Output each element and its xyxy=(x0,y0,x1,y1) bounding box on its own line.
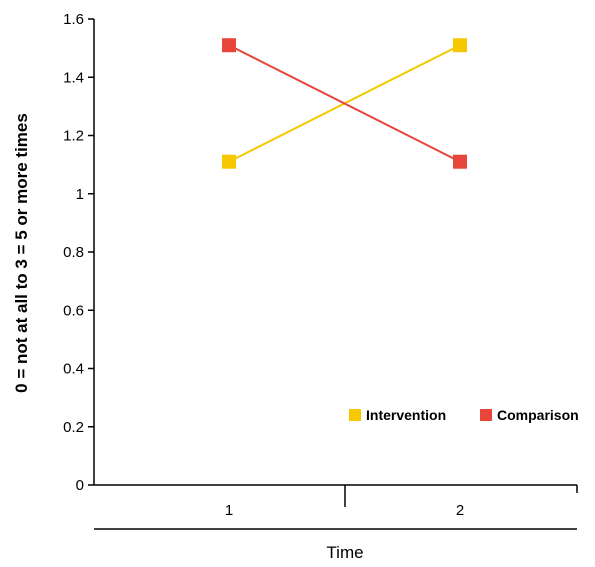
data-point-intervention-2 xyxy=(453,38,467,53)
data-point-comparison-1 xyxy=(222,38,236,53)
y-tick-label: 0.6 xyxy=(63,302,84,319)
x-axis-title: Time xyxy=(326,543,363,562)
y-tick-label: 0.2 xyxy=(63,419,84,436)
series-line-comparison xyxy=(228,44,461,163)
y-tick-label: 0 xyxy=(76,477,84,494)
y-axis-title: 0 = not at all to 3 = 5 or more times xyxy=(12,113,31,393)
legend-swatch-intervention xyxy=(349,409,361,421)
series-layer xyxy=(222,38,467,169)
y-tick-label: 1.6 xyxy=(63,11,84,28)
axes xyxy=(93,19,578,530)
legend: Intervention Comparison xyxy=(349,407,579,423)
legend-label-comparison: Comparison xyxy=(497,407,579,423)
y-tick-label: 1.4 xyxy=(63,69,84,86)
x-tick-label: 1 xyxy=(225,502,233,519)
data-point-intervention-1 xyxy=(222,154,236,169)
x-tick-label: 2 xyxy=(456,502,464,519)
y-tick-label: 0.8 xyxy=(63,244,84,261)
y-tick-label: 1 xyxy=(76,186,84,203)
data-point-comparison-2 xyxy=(453,154,467,169)
y-axis-ticks: 0 0.2 0.4 0.6 0.8 1 1.2 1.4 1.6 xyxy=(63,11,94,494)
y-tick-label: 0.4 xyxy=(63,361,84,378)
legend-label-intervention: Intervention xyxy=(366,407,446,423)
y-tick-label: 1.2 xyxy=(63,128,84,145)
legend-swatch-comparison xyxy=(480,409,492,421)
